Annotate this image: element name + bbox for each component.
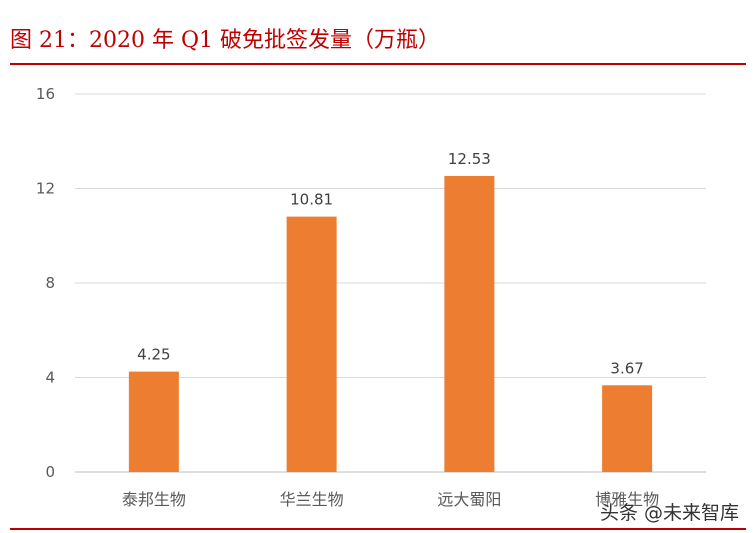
y-tick-label: 12 (36, 180, 55, 198)
bar (602, 385, 653, 472)
x-tick-label: 泰邦生物 (122, 490, 186, 509)
x-tick-label: 博雅生物 (595, 490, 659, 509)
data-label: 4.25 (137, 346, 170, 364)
y-tick-label: 16 (36, 85, 55, 103)
title-underline (10, 63, 746, 65)
x-tick-label: 华兰生物 (280, 490, 344, 509)
bottom-rule (10, 528, 746, 530)
bar (444, 175, 495, 472)
data-label: 3.67 (610, 359, 643, 377)
bar (128, 371, 179, 472)
chart-title: 图 21：2020 年 Q1 破免批签发量（万瓶） (10, 28, 440, 53)
watermark: 头条 @未来智库 (599, 502, 739, 524)
data-label: 12.53 (448, 150, 491, 168)
y-tick-label: 0 (45, 463, 55, 481)
x-tick-label: 远大蜀阳 (437, 490, 501, 509)
data-label: 10.81 (290, 191, 333, 209)
bar (286, 216, 337, 472)
y-tick-label: 4 (45, 369, 55, 387)
y-tick-label: 8 (45, 274, 55, 292)
